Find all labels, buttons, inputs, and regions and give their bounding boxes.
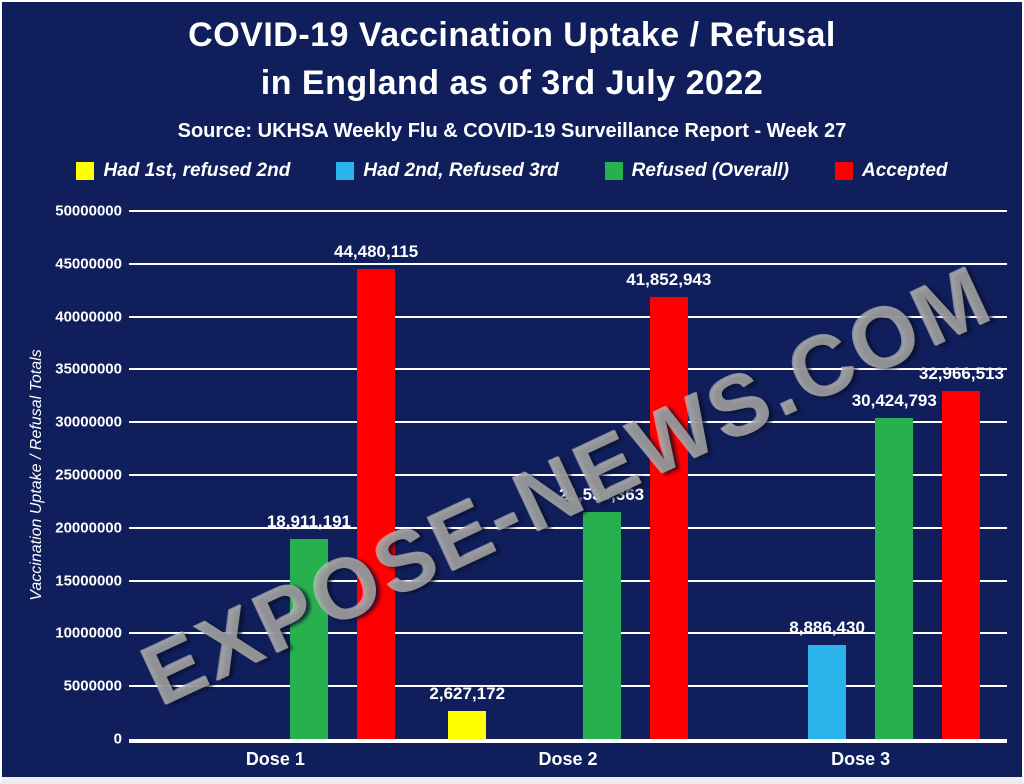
bar-slot: 32,966,513 (919, 211, 1004, 739)
y-tick-label: 20000000 (55, 519, 122, 537)
bar-slot: 30,424,793 (852, 211, 937, 739)
bar-value-label: 32,966,513 (918, 363, 1004, 383)
gridline (129, 526, 1007, 529)
y-tick-label: 25000000 (55, 466, 122, 484)
bar-refused-overall-dose-2: 21,538,363 (559, 485, 644, 739)
gridline (129, 632, 1007, 635)
gridline (129, 579, 1007, 582)
bar-group-dose-3: 8,886,430 30,424,793 32,966,513 (714, 211, 1007, 739)
bar-groups: 18,911,191 44,480,115 2,627,172 21,538,363 4… (129, 211, 1007, 739)
bar-had-1st-refused-2nd-dose-2: 2,627,172 (429, 684, 505, 739)
legend-label: Accepted (862, 160, 948, 181)
x-tick-label-dose-1: Dose 1 (245, 749, 305, 769)
chart-title-line2: in England as of 3rd July 2022 (260, 64, 764, 102)
legend-label: Had 2nd, Refused 3rd (363, 160, 559, 181)
legend-item-had-2nd-refused-3rd: Had 2nd, Refused 3rd (336, 160, 559, 182)
y-tick-label: 30000000 (55, 413, 122, 431)
bar-slot: 41,852,943 (626, 211, 711, 739)
bar-value-label: 8,886,430 (789, 618, 865, 638)
y-tick-label: 50000000 (55, 202, 122, 220)
gridline (129, 262, 1007, 265)
bar-slot: 44,480,115 (334, 211, 418, 739)
bar-value-label: 21,538,363 (559, 484, 645, 504)
bar-value-label: 44,480,115 (334, 242, 419, 262)
legend-swatch-green (604, 162, 623, 180)
y-tick-label: 15000000 (55, 572, 122, 590)
bar-group-dose-2: 2,627,172 21,538,363 41,852,943 (422, 211, 715, 739)
gridline (129, 685, 1007, 688)
y-tick-label: 5000000 (63, 677, 122, 695)
y-axis-labels: 50000000 45000000 40000000 35000000 30000000… (52, 203, 122, 748)
gridline (129, 210, 1007, 212)
chart-title-line1: COVID-19 Vaccination Uptake / Refusal (188, 16, 836, 54)
legend: Had 1st, refused 2nd Had 2nd, Refused 3r… (2, 160, 1022, 182)
legend-item-accepted: Accepted (835, 160, 948, 182)
gridline (129, 368, 1007, 371)
bar-accepted-dose-1: 44,480,115 (334, 242, 418, 739)
x-tick-label-dose-3: Dose 3 (831, 749, 891, 769)
legend-item-had-1st-refused-2nd: Had 1st, refused 2nd (76, 160, 290, 182)
bar-value-label: 18,911,191 (266, 512, 351, 532)
x-axis-labels: Dose 1 Dose 2 Dose 3 (129, 749, 1007, 770)
y-tick-label: 35000000 (55, 360, 122, 378)
bar-accepted-dose-3: 32,966,513 (919, 364, 1004, 739)
bar-value-label: 41,852,943 (626, 270, 712, 290)
bar-accepted-dose-2: 41,852,943 (626, 270, 711, 739)
gridline (129, 315, 1007, 318)
y-tick-label: 10000000 (55, 624, 122, 642)
legend-swatch-red (835, 162, 853, 180)
legend-label: Refused (Overall) (631, 160, 789, 181)
bar-slot: 2,627,172 (429, 211, 505, 739)
bar-slot: 8,886,430 (789, 211, 865, 739)
y-axis-title: Vaccination Uptake / Refusal Totals (28, 349, 45, 601)
y-tick-label: 0 (113, 730, 122, 748)
legend-label: Had 1st, refused 2nd (103, 160, 291, 181)
bar-had-2nd-refused-3rd-dose-3: 8,886,430 (789, 618, 865, 739)
legend-swatch-blue (336, 162, 355, 180)
plot-area: 18,911,191 44,480,115 2,627,172 21,538,363 4… (128, 210, 1007, 743)
bar-slot: 18,911,191 (267, 211, 351, 739)
gridline (129, 474, 1007, 476)
y-tick-label: 40000000 (55, 308, 122, 326)
bar-refused-overall-dose-3: 30,424,793 (852, 391, 937, 739)
bar-slot: 21,538,363 (559, 211, 644, 739)
legend-item-refused-overall: Refused (Overall) (604, 160, 789, 182)
x-tick-label-dose-2: Dose 2 (538, 749, 598, 769)
legend-swatch-yellow (76, 162, 95, 180)
source-attribution: Source: UKHSA Weekly Flu & COVID-19 Surv… (177, 120, 847, 142)
bar-group-dose-1: 18,911,191 44,480,115 (129, 211, 422, 739)
bar-value-label: 30,424,793 (851, 390, 937, 410)
bar-refused-overall-dose-1: 18,911,191 (267, 512, 351, 739)
bar-value-label: 2,627,172 (429, 684, 506, 704)
y-tick-label: 45000000 (55, 255, 122, 273)
gridline (129, 421, 1007, 424)
